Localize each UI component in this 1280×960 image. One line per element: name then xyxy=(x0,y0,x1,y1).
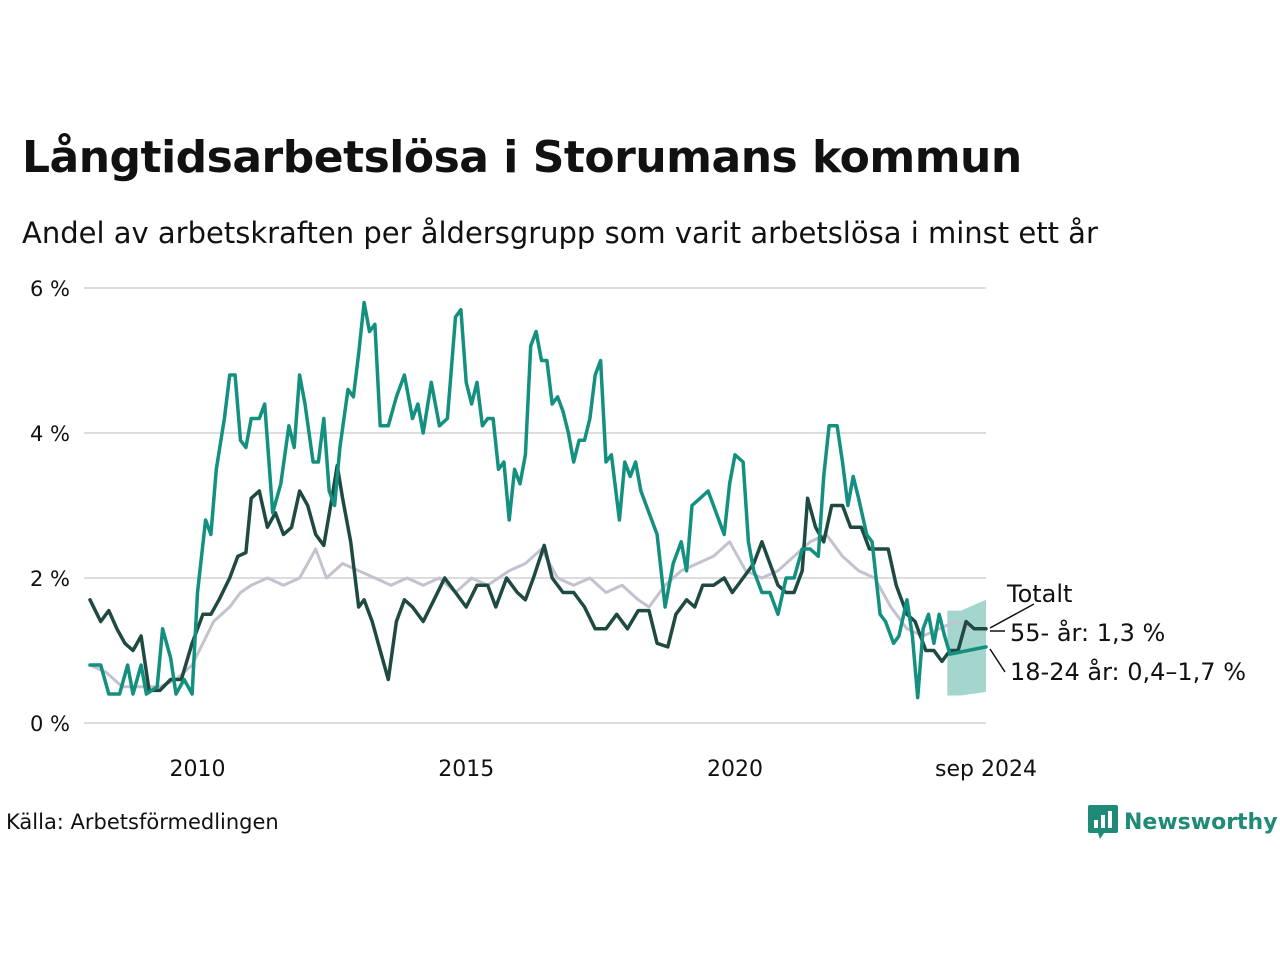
series-label-totalt: Totalt xyxy=(1006,580,1072,608)
page-title: Långtidsarbetslösa i Storumans kommun xyxy=(22,132,1022,183)
page-subtitle: Andel av arbetskraften per åldersgrupp s… xyxy=(22,216,1098,250)
series-line-18-24 xyxy=(88,300,988,700)
y-tick-label: 6 % xyxy=(30,277,70,301)
newsworthy-logo: Newsworthy xyxy=(1088,804,1278,840)
series-line-55 xyxy=(88,463,988,693)
y-tick-label: 2 % xyxy=(30,567,70,591)
series-label-18-24: 18-24 år: 0,4–1,7 % xyxy=(1010,657,1246,686)
series-line-totalt xyxy=(88,533,988,689)
x-tick-label: 2015 xyxy=(438,757,494,782)
leader-line-18-24 xyxy=(989,648,1006,673)
x-tick-label: 2020 xyxy=(707,757,763,782)
leader-line-totalt xyxy=(989,603,1035,629)
x-tick-label: 2010 xyxy=(169,757,225,782)
y-tick-label: 4 % xyxy=(30,422,70,446)
source-note: Källa: Arbetsförmedlingen xyxy=(6,810,279,834)
newsworthy-logo-icon xyxy=(1088,805,1118,839)
y-tick-label: 0 % xyxy=(30,712,70,736)
brand-name: Newsworthy xyxy=(1124,809,1278,835)
series-label-55: 55- år: 1,3 % xyxy=(1010,618,1165,647)
x-tick-label: sep 2024 xyxy=(935,757,1037,782)
